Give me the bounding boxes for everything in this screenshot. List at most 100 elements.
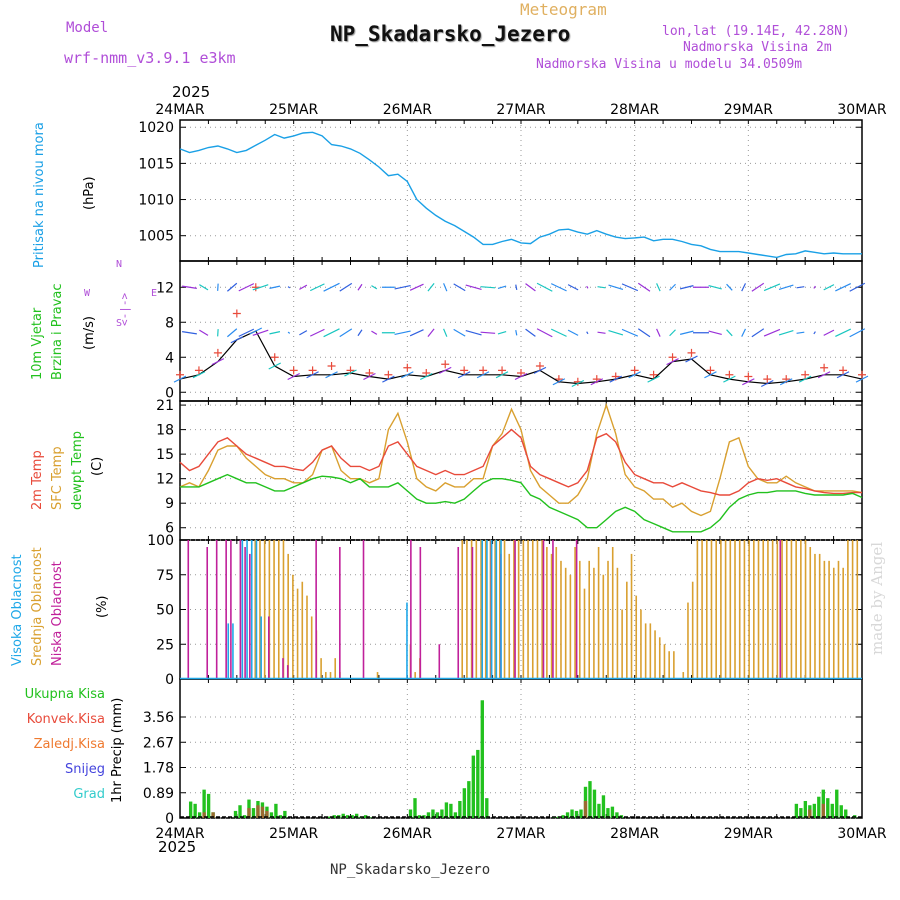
wind-barb xyxy=(741,283,747,292)
wind-barb xyxy=(835,328,852,337)
compass-e: E xyxy=(151,288,158,299)
wind-barb xyxy=(796,331,805,334)
wind-barb xyxy=(310,328,325,337)
wind-barb xyxy=(269,285,281,289)
total-rain-bar xyxy=(350,815,354,818)
wind-barb xyxy=(590,378,604,386)
total-rain-bar xyxy=(408,809,413,818)
gust-marker xyxy=(251,283,260,292)
total-rain-bar xyxy=(435,812,440,818)
convective-rain-bar xyxy=(256,805,260,818)
wind-barb xyxy=(597,286,606,289)
wind-barb xyxy=(339,282,353,292)
dewpoint-line xyxy=(180,473,863,533)
total-rain-bar xyxy=(426,812,431,818)
legend-snow: Snijeg xyxy=(65,762,105,777)
total-rain-bar xyxy=(601,795,606,818)
wind-barb xyxy=(550,328,567,337)
total-rain-bar xyxy=(283,810,287,818)
wind-barb xyxy=(238,283,255,292)
wind-barb xyxy=(679,285,694,290)
total-rain-bar xyxy=(812,803,817,818)
wind-barb xyxy=(339,328,353,338)
total-rain-bar xyxy=(444,802,449,818)
wind-barb xyxy=(751,282,765,292)
y-tick-label: 21 xyxy=(156,398,174,414)
convective-rain-bar xyxy=(211,812,215,818)
y-tick-label: 4 xyxy=(165,350,174,366)
wind-barb xyxy=(742,378,755,386)
wind-barb xyxy=(252,329,269,336)
wind-barb xyxy=(817,371,831,379)
lonlat-text: lon,lat (19.14E, 42.28N) xyxy=(662,24,850,39)
gust-marker xyxy=(384,370,393,379)
gust-marker xyxy=(213,348,222,357)
convective-rain-bar xyxy=(583,800,588,818)
wind-barb xyxy=(751,328,765,338)
wind-barb xyxy=(323,282,340,292)
wind-barb xyxy=(357,283,363,291)
gust-marker xyxy=(839,366,848,375)
wind-barb xyxy=(401,371,414,379)
total-rain-bar xyxy=(440,809,444,818)
wind-barb xyxy=(550,283,567,292)
gust-marker xyxy=(535,362,544,370)
wind-barb xyxy=(656,328,661,337)
gust-marker xyxy=(479,366,488,375)
sfc-temp-line xyxy=(179,402,863,517)
y-tick-label: 3.56 xyxy=(143,710,174,726)
wind-barb xyxy=(637,282,651,292)
y-tick-label: 75 xyxy=(156,568,174,584)
gust-marker xyxy=(706,366,715,375)
wind-barb xyxy=(363,372,376,381)
gust-marker xyxy=(441,360,450,369)
total-rain-bar xyxy=(197,812,202,818)
wind-barb xyxy=(778,330,794,336)
y-tick-label: 0.89 xyxy=(143,786,174,802)
y-tick-label: 12 xyxy=(156,280,174,296)
wind-barb xyxy=(679,330,694,335)
wind-barb xyxy=(480,331,496,334)
wind-barb xyxy=(495,371,509,379)
wind-barb xyxy=(525,328,536,337)
y-tick-label: 100 xyxy=(147,533,174,549)
total-rain-bar xyxy=(570,809,574,818)
date-label-bottom: 26MAR xyxy=(383,826,432,842)
date-label-top: 27MAR xyxy=(496,102,545,118)
wind-barb xyxy=(647,375,660,383)
y-tick-label: 50 xyxy=(156,603,174,619)
total-rain-bar xyxy=(610,806,615,818)
total-rain-bar xyxy=(251,808,256,818)
wind-barb xyxy=(211,358,225,366)
wind-barb xyxy=(173,375,187,383)
wind-barb xyxy=(621,328,639,337)
wind-barb xyxy=(726,329,733,337)
wind-barb xyxy=(597,331,606,334)
gust-marker xyxy=(422,369,431,377)
year-bottom: 2025 xyxy=(158,838,197,856)
wind-barb xyxy=(427,283,435,292)
wind-barb xyxy=(761,379,774,388)
gust-marker xyxy=(763,375,772,384)
wind-barb xyxy=(855,375,869,383)
total-rain-bar xyxy=(278,815,283,818)
gust-marker xyxy=(270,353,279,362)
wind-barb xyxy=(238,328,255,337)
wind-barb xyxy=(420,372,433,381)
wind-barb xyxy=(567,329,579,336)
wind-barb xyxy=(628,371,641,379)
wind-barb xyxy=(763,283,781,292)
wind-barb xyxy=(249,327,263,335)
wind-barb xyxy=(287,286,291,289)
wind-barb xyxy=(515,284,518,290)
wind-barb xyxy=(227,282,238,292)
wind-barb xyxy=(453,328,466,337)
wind-barb xyxy=(849,328,866,338)
date-label-top: 30MAR xyxy=(837,102,886,118)
wind-barb xyxy=(525,283,536,292)
gust-marker xyxy=(801,370,810,379)
elevation-model-text: Nadmorska Visina u modelu 34.0509m xyxy=(536,57,803,72)
gust-marker xyxy=(517,369,525,377)
total-rain-bar xyxy=(462,788,467,818)
wind-barb xyxy=(823,329,835,336)
